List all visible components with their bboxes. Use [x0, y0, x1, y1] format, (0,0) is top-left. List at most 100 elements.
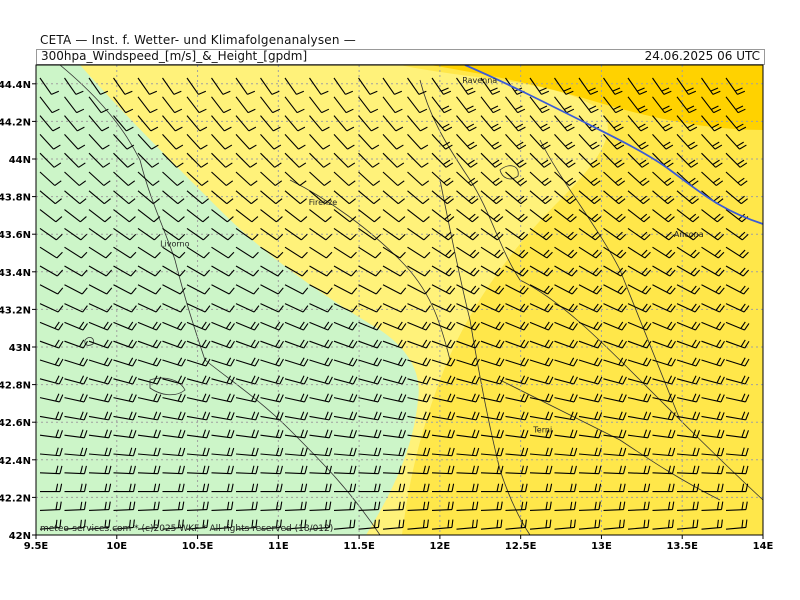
wind-barb [382, 303, 407, 313]
wind-barb [284, 429, 308, 439]
wind-barb [652, 115, 673, 132]
wind-barb [480, 519, 503, 530]
wind-barb [480, 171, 503, 186]
wind-barb [407, 519, 429, 530]
wind-barb [407, 209, 430, 223]
wind-barb [309, 375, 333, 385]
wind-barb [676, 190, 699, 205]
wind-barb [677, 483, 700, 493]
wind-barb [211, 96, 232, 114]
wind-barb [701, 357, 725, 367]
wind-barb [309, 115, 330, 132]
wind-barb [725, 357, 750, 367]
wind-barb [456, 447, 480, 457]
wind-barb [603, 393, 627, 403]
wind-barb [211, 227, 235, 241]
wind-barb [456, 483, 479, 493]
wind-barb [211, 77, 231, 95]
wind-barb [554, 265, 578, 277]
wind-barb [358, 303, 382, 313]
wind-barb [309, 134, 331, 150]
wind-barb [529, 465, 553, 475]
wind-barb [407, 483, 430, 493]
wind-barb [726, 483, 749, 493]
wind-barb [676, 246, 700, 259]
wind-barb [333, 246, 357, 259]
wind-barb [260, 227, 284, 241]
wind-barb [725, 375, 750, 385]
wind-barb [676, 375, 701, 385]
wind-barb [333, 357, 358, 367]
wind-barb [431, 447, 455, 457]
wind-barb [529, 303, 554, 313]
wind-barb [432, 483, 455, 493]
wind-barb [137, 77, 158, 95]
lat-tick-label: 43.2N [0, 305, 31, 316]
wind-barb [529, 429, 553, 439]
wind-barb [64, 227, 88, 241]
wind-barb [456, 227, 480, 241]
wind-barb [211, 411, 235, 421]
wind-barb [162, 134, 184, 150]
wind-barb [137, 411, 162, 421]
wind-barb [333, 77, 354, 95]
wind-barb [309, 339, 333, 349]
wind-barb [407, 190, 430, 205]
wind-barb [676, 411, 701, 421]
wind-barb [554, 96, 575, 114]
wind-barb [260, 190, 283, 205]
wind-barb [554, 375, 578, 385]
wind-barb [578, 339, 603, 349]
wind-barb [382, 411, 407, 421]
wind-barb [407, 265, 431, 277]
wind-barb [431, 265, 456, 277]
wind-barb [579, 483, 602, 493]
wind-barb [358, 501, 381, 511]
wind-barb [505, 321, 529, 331]
wind-barb [627, 190, 650, 205]
wind-barb [505, 284, 529, 295]
wind-barb [284, 303, 309, 313]
wind-barb [431, 284, 456, 295]
wind-barb [39, 303, 64, 313]
wind-barb [186, 447, 210, 457]
wind-barb [431, 246, 455, 259]
wind-barb [480, 227, 504, 241]
wind-barb [113, 152, 135, 168]
wind-barb [603, 375, 627, 385]
wind-barb [284, 519, 307, 530]
wind-barb [64, 321, 88, 331]
wind-barb [137, 190, 160, 205]
wind-barb [652, 501, 675, 511]
wind-barb [284, 77, 305, 95]
wind-barb [652, 265, 676, 277]
wind-barb [603, 171, 626, 186]
wind-barb [235, 115, 257, 132]
wind-barb [64, 284, 88, 295]
wind-barb [137, 429, 161, 439]
wind-barb [309, 171, 332, 186]
wind-barb [407, 246, 431, 259]
wind-barb [431, 303, 456, 313]
wind-barb [309, 303, 333, 313]
wind-barb [162, 171, 185, 186]
wind-barb [529, 501, 552, 511]
wind-barb [88, 447, 112, 457]
wind-barb [407, 115, 428, 132]
wind-barb [235, 246, 259, 259]
wind-barb [456, 77, 476, 95]
wind-barb [284, 321, 309, 331]
wind-barb [529, 77, 550, 95]
wind-barb [284, 246, 308, 259]
wind-barb [456, 339, 480, 349]
wind-barb [333, 519, 356, 530]
wind-barb [186, 96, 207, 114]
wind-barb [162, 321, 186, 331]
wind-barb [407, 171, 430, 186]
wind-barb [284, 411, 309, 421]
wind-barb [676, 393, 701, 403]
wind-barb [480, 190, 503, 205]
wind-barb [162, 227, 186, 241]
wind-barb [652, 134, 674, 150]
wind-barb [603, 115, 624, 132]
